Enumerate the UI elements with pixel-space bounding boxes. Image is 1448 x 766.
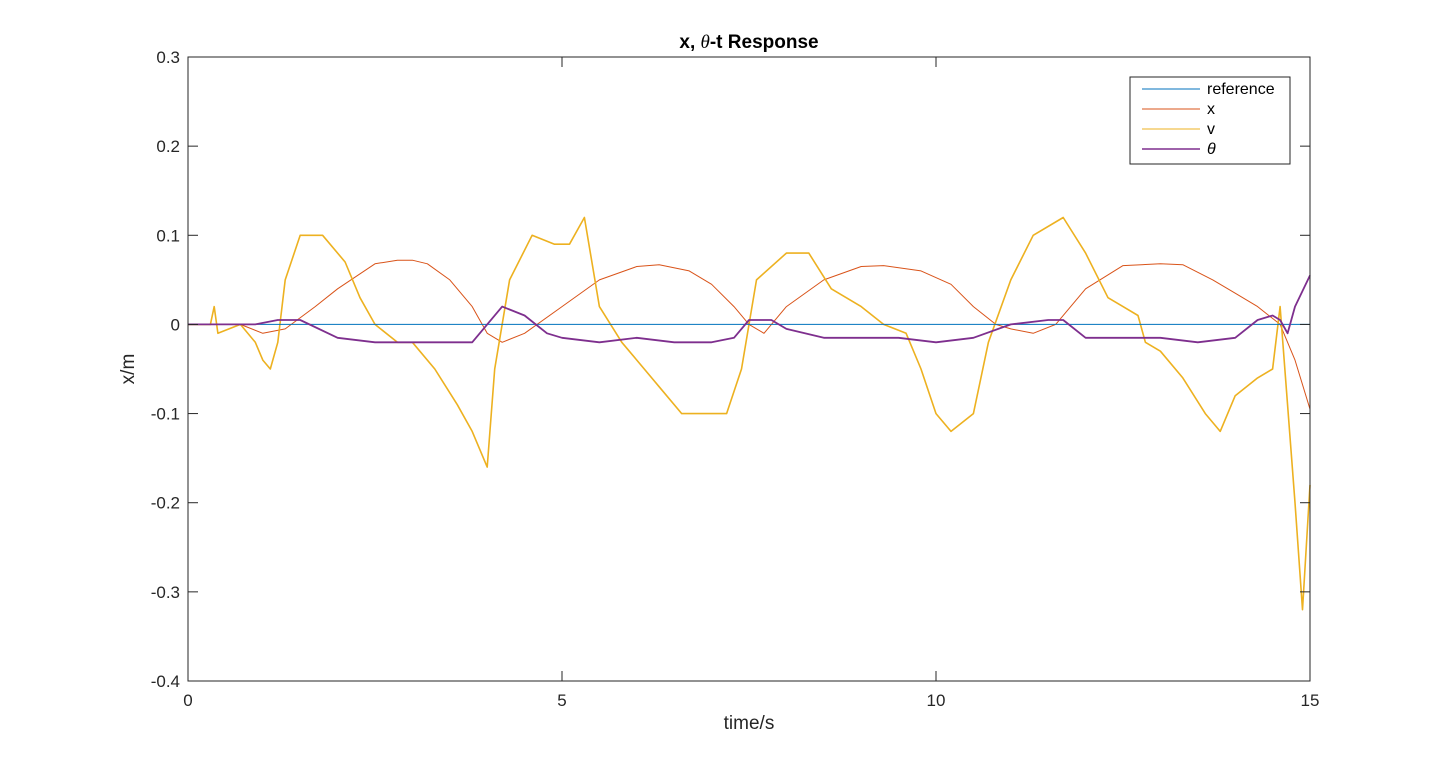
y-tick-label: 0.1 [156, 226, 180, 245]
y-tick-label: -0.2 [151, 494, 180, 513]
x-tick-label: 10 [927, 691, 946, 710]
legend-label: θ [1207, 141, 1216, 158]
plot-area [188, 57, 1310, 681]
series-line-theta [188, 275, 1311, 344]
chart-title: x, θ-t Response [679, 32, 818, 53]
series-line-x [188, 259, 1311, 410]
y-tick-label: 0 [171, 315, 180, 334]
axes-box [187, 56, 1311, 682]
y-tick-label: -0.3 [151, 583, 180, 602]
y-tick-label: 0.3 [156, 48, 180, 67]
legend-label: v [1207, 121, 1215, 138]
legend: reference xvθ [1129, 76, 1291, 165]
x-tick-label: 5 [557, 691, 566, 710]
legend-entries: reference xvθ [1142, 81, 1275, 158]
y-tick-label: 0.2 [156, 137, 180, 156]
y-tick-label: -0.4 [151, 672, 180, 691]
y-tick-label: -0.1 [151, 405, 180, 424]
y-axis-label: x/m [118, 354, 139, 385]
x-tick-label: 0 [183, 691, 192, 710]
series-line-v [188, 216, 1311, 611]
x-tick-label: 15 [1301, 691, 1320, 710]
legend-label: x [1207, 101, 1215, 118]
x-axis-label: time/s [724, 713, 775, 734]
legend-label: reference [1207, 81, 1275, 98]
ticks-layer: 0 5 10 15 -0.4 -0.3 -0.2 -0.1 0 0.1 0.2 0.3 [151, 48, 1320, 710]
series-layer [188, 216, 1311, 611]
